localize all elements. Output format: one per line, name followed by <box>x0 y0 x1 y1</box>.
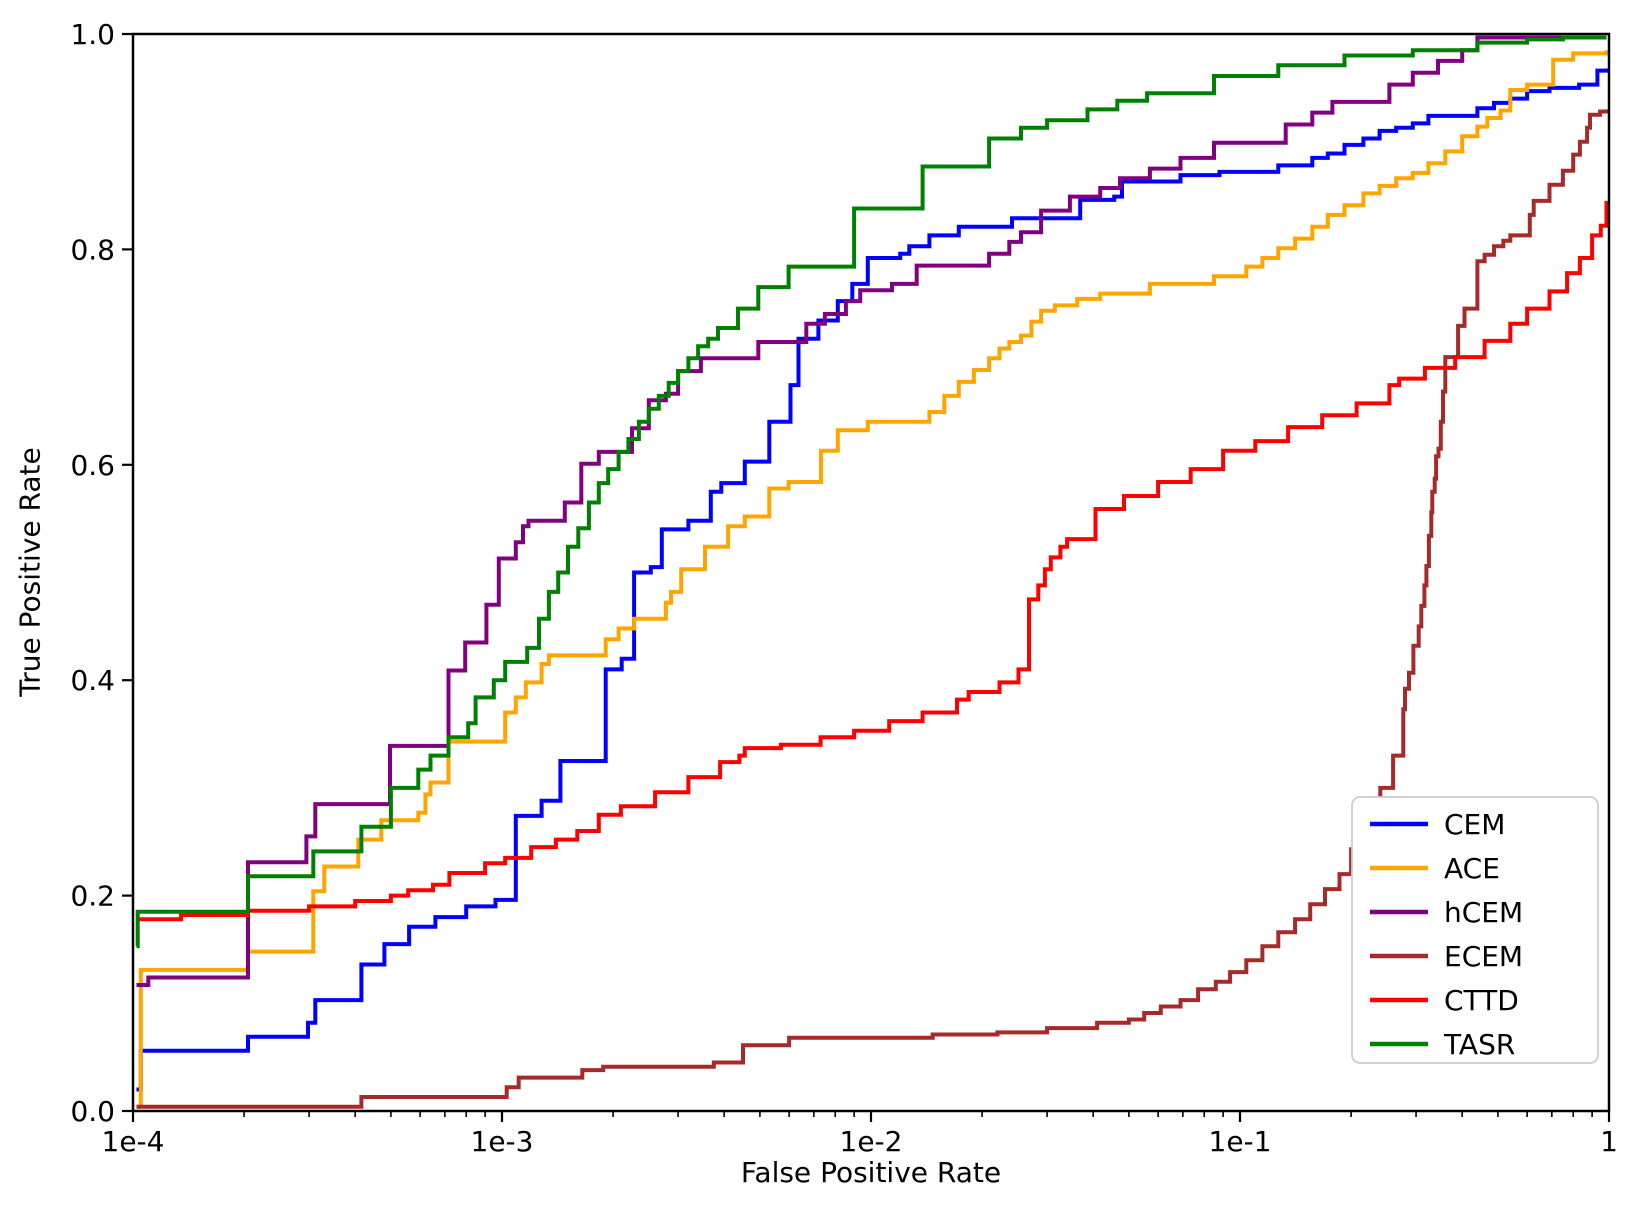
legend-item-ECEM: ECEM <box>1370 940 1523 973</box>
x-axis-title: False Positive Rate <box>740 1156 1002 1189</box>
legend-item-CTTD: CTTD <box>1370 984 1519 1017</box>
series-line-ACE <box>136 50 1609 1109</box>
legend: CEM ACE hCEM ECEM CTTD TASR <box>1351 796 1599 1064</box>
legend-label-ECEM: ECEM <box>1444 940 1523 973</box>
legend-box <box>1351 796 1599 1064</box>
y-axis-title: True Positive Rate <box>13 447 47 697</box>
x-tick-label: 1e-2 <box>840 1125 903 1158</box>
series-line-ECEM <box>136 109 1609 1109</box>
x-tick-label: 1e-1 <box>1209 1125 1272 1158</box>
legend-label-CTTD: CTTD <box>1444 984 1519 1017</box>
y-tick-label: 0.2 <box>70 880 115 913</box>
y-tick-label: 0.8 <box>70 233 115 266</box>
series-line-CTTD <box>136 200 1609 922</box>
x-tick-label: 1e-3 <box>471 1125 534 1158</box>
legend-item-TASR: TASR <box>1370 1028 1515 1061</box>
series-line-TASR <box>135 35 1607 949</box>
legend-item-CEM: CEM <box>1370 808 1505 841</box>
y-tick-label: 0.0 <box>70 1095 115 1128</box>
legend-label-TASR: TASR <box>1443 1028 1515 1061</box>
x-tick-label: 1 <box>1600 1125 1618 1158</box>
y-tick-label: 0.6 <box>70 449 115 482</box>
legend-item-ACE: ACE <box>1370 852 1500 885</box>
legend-label-hCEM: hCEM <box>1444 896 1523 929</box>
legend-label-CEM: CEM <box>1444 808 1505 841</box>
legend-label-ACE: ACE <box>1444 852 1500 885</box>
y-tick-label: 0.4 <box>70 664 115 697</box>
legend-item-hCEM: hCEM <box>1370 896 1523 929</box>
y-tick-label: 1.0 <box>70 18 115 51</box>
series-line-hCEM <box>136 35 1607 987</box>
series-line-CEM <box>136 68 1609 1092</box>
plot-box <box>131 32 1611 1113</box>
x-tick-label: 1e-4 <box>102 1125 165 1158</box>
